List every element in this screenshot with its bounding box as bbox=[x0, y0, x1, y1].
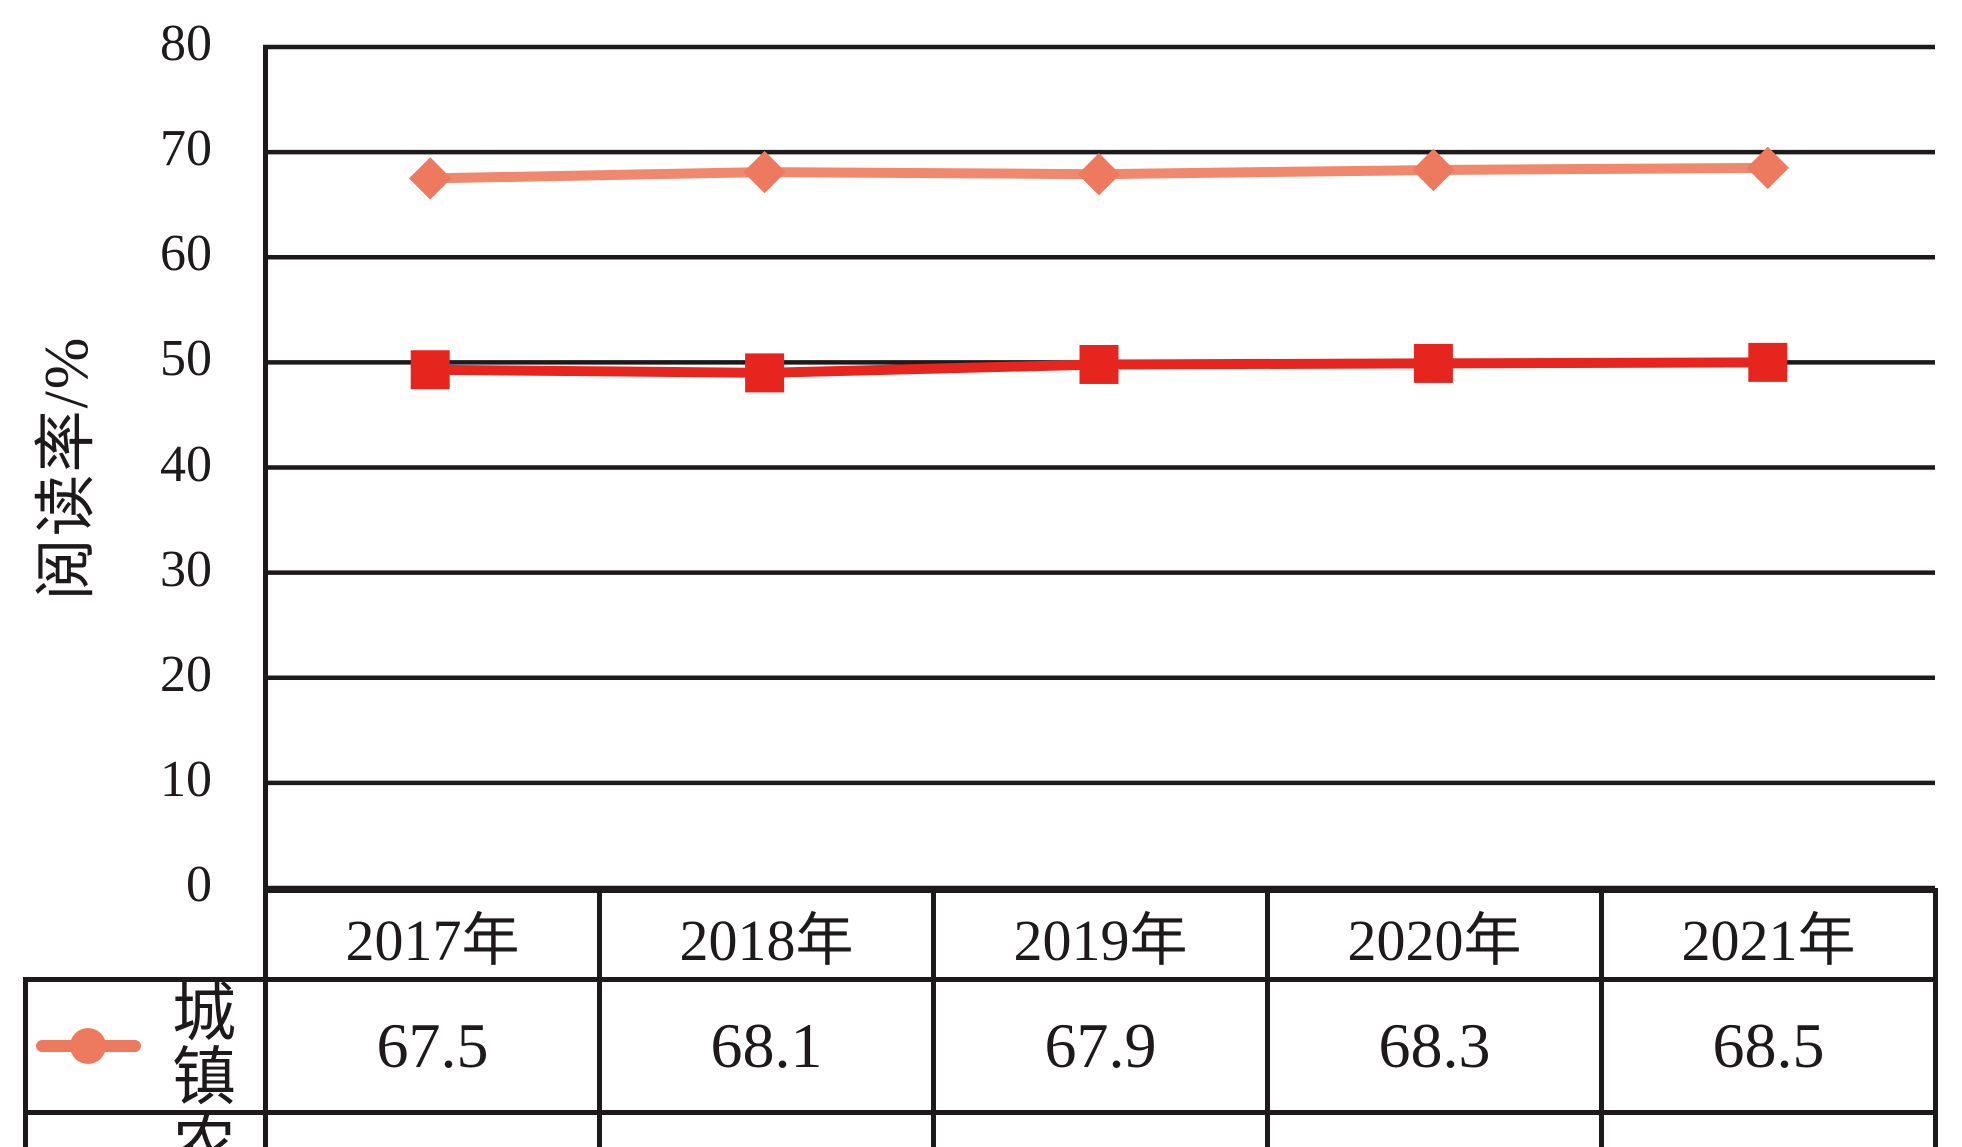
rural-value-cell: 49.0 bbox=[597, 1110, 936, 1147]
rural-series-marker bbox=[1413, 343, 1453, 383]
urban-series-marker bbox=[1746, 146, 1790, 190]
y-tick-label: 10 bbox=[160, 750, 212, 808]
year-header-cell: 2019年 bbox=[931, 888, 1270, 982]
rural-value-cell: 49.8 bbox=[931, 1110, 1270, 1147]
legend-key: 农村 bbox=[31, 1118, 261, 1147]
rural-series-marker bbox=[745, 353, 785, 393]
legend-label: 农村 bbox=[145, 1118, 261, 1147]
urban-value-cell: 67.9 bbox=[931, 977, 1270, 1115]
rural-legend-cell: 农村 bbox=[23, 1110, 268, 1147]
year-header-cell: 2018年 bbox=[597, 888, 936, 982]
urban-value-cell: 68.5 bbox=[1599, 977, 1938, 1115]
y-tick-label: 80 bbox=[160, 15, 212, 72]
y-tick-label: 30 bbox=[160, 540, 212, 598]
rural-series-marker bbox=[410, 350, 450, 390]
year-header-row: 2017年 2018年 2019年 2020年 2021年 bbox=[26, 888, 1938, 982]
y-tick-label: 70 bbox=[160, 120, 212, 178]
y-tick-label: 50 bbox=[160, 330, 212, 388]
urban-value-cell: 68.1 bbox=[597, 977, 936, 1115]
urban-value-cell: 68.3 bbox=[1265, 977, 1604, 1115]
rural-row: 农村49.349.049.849.950.0 bbox=[23, 1110, 1938, 1147]
legend-key: 城镇 bbox=[31, 979, 261, 1113]
table-corner-cell bbox=[26, 891, 266, 980]
y-tick-label: 0 bbox=[186, 856, 212, 913]
year-header-cell: 2017年 bbox=[263, 888, 602, 982]
y-tick-label: 60 bbox=[160, 225, 212, 283]
rural-value-cell: 49.3 bbox=[263, 1110, 602, 1147]
rural-series-marker bbox=[1079, 344, 1119, 384]
urban-legend-cell: 城镇 bbox=[23, 977, 268, 1115]
rural-value-cell: 50.0 bbox=[1599, 1110, 1938, 1147]
urban-row: 城镇 67.5 68.1 67.9 68.3 68.5 bbox=[23, 977, 1938, 1115]
y-tick-label: 40 bbox=[160, 435, 212, 493]
urban-legend-key-icon bbox=[36, 1028, 141, 1064]
year-header-cell: 2020年 bbox=[1265, 888, 1604, 982]
urban-series-marker bbox=[1412, 148, 1455, 192]
y-tick-label: 20 bbox=[160, 645, 212, 703]
urban-value-cell: 67.5 bbox=[263, 977, 602, 1115]
urban-series-marker bbox=[1077, 152, 1121, 196]
urban-series-marker bbox=[743, 150, 786, 194]
urban-series-marker bbox=[408, 157, 452, 200]
legend-label: 城镇 bbox=[172, 979, 236, 1113]
rural-series-marker bbox=[1748, 342, 1788, 382]
year-header-cell: 2021年 bbox=[1599, 888, 1938, 982]
rural-value-cell: 49.9 bbox=[1265, 1110, 1604, 1147]
chart-data-table: 2017年 2018年 2019年 2020年 2021年 城镇 67.5 68.1 67.9 6… bbox=[23, 888, 1938, 1147]
